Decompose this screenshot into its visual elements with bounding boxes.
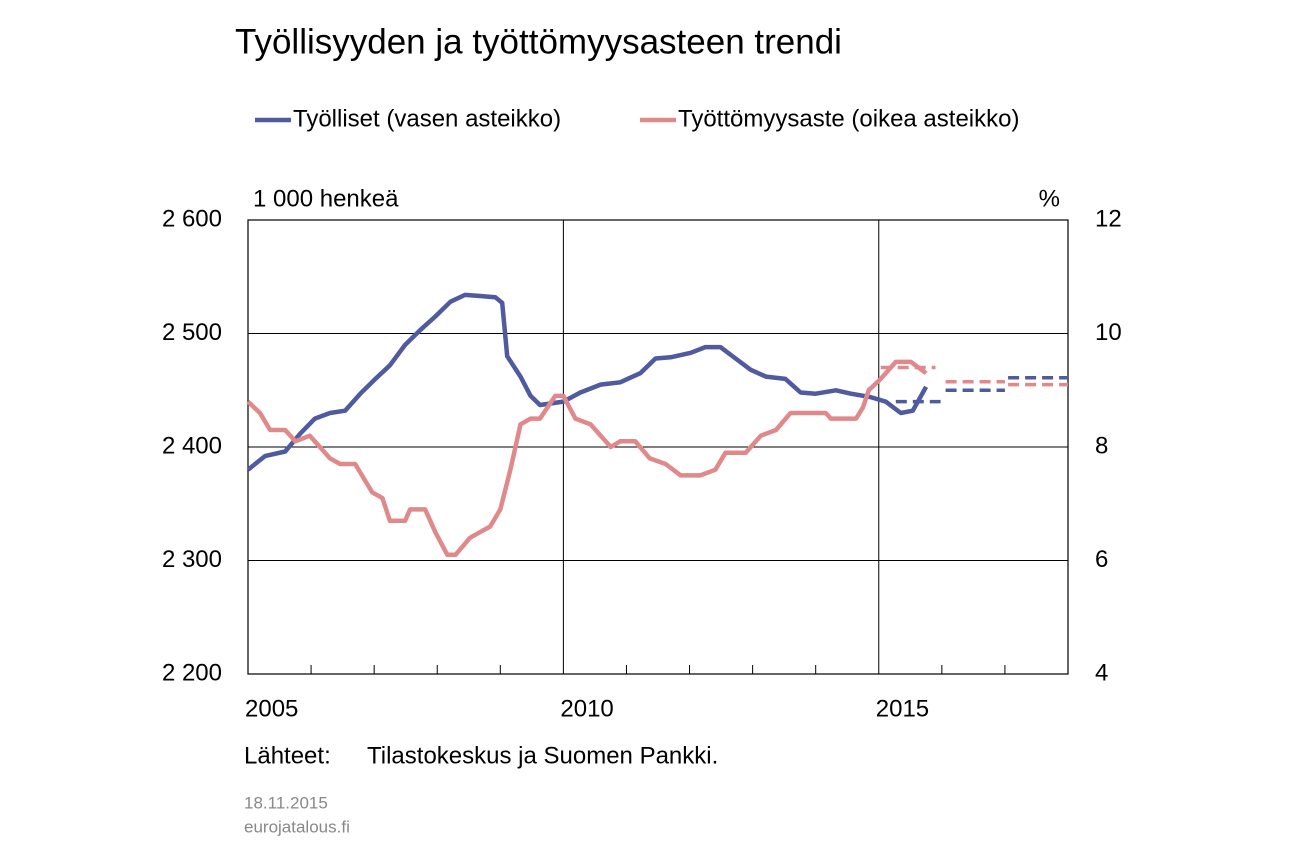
- y2-tick-label: 10: [1095, 319, 1122, 346]
- forecast-line: [895, 376, 1068, 404]
- date: 18.11.2015: [244, 793, 328, 812]
- x-tick-label: 2010: [560, 695, 613, 722]
- y-tick-label: 2 500: [162, 319, 222, 346]
- y2-axis-label: %: [1039, 185, 1060, 212]
- legend-label: Työttömyysaste (oikea asteikko): [678, 105, 1019, 132]
- source-text: Tilastokeskus ja Suomen Pankki.: [367, 742, 718, 769]
- x-tick-label: 2015: [876, 695, 929, 722]
- y-tick-label: 2 200: [162, 659, 222, 686]
- x-tick-label: 2005: [245, 695, 298, 722]
- y-tick-label: 2 600: [162, 205, 222, 232]
- y-tick-label: 2 400: [162, 432, 222, 459]
- y2-tick-label: 8: [1095, 432, 1108, 459]
- forecast-line: [880, 365, 1068, 387]
- y-tick-label: 2 300: [162, 546, 222, 573]
- site: eurojatalous.fi: [244, 817, 350, 836]
- y-axis-label: 1 000 henkeä: [253, 185, 399, 212]
- series-line: [246, 359, 928, 558]
- chart-title: Työllisyyden ja työttömyysasteen trendi: [235, 22, 842, 61]
- series-line: [246, 292, 929, 472]
- legend-label: Työlliset (vasen asteikko): [293, 105, 561, 132]
- y2-tick-label: 6: [1095, 546, 1108, 573]
- source-label: Lähteet:: [244, 742, 331, 769]
- y2-tick-label: 12: [1095, 205, 1122, 232]
- y2-tick-label: 4: [1095, 659, 1108, 686]
